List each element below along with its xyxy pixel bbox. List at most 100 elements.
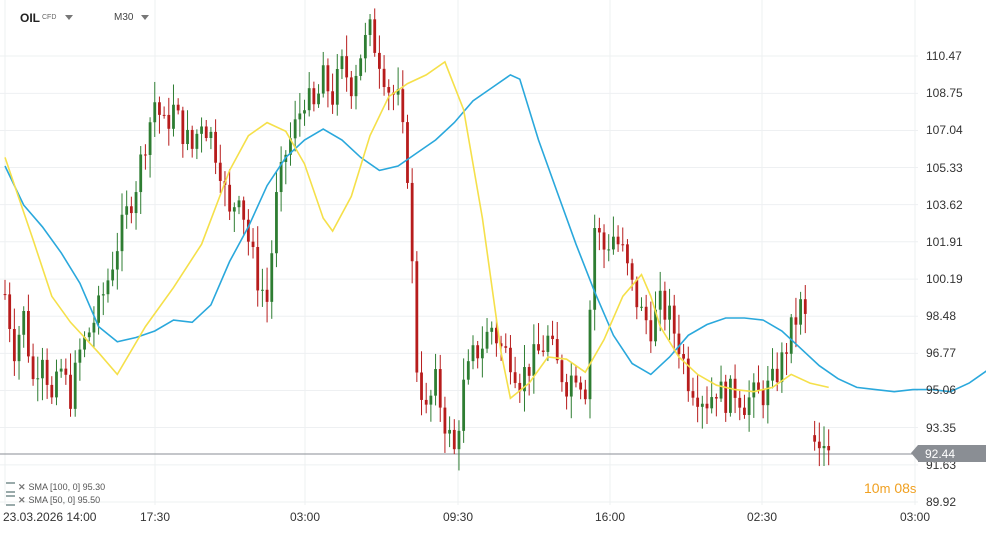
candle-body <box>345 56 349 78</box>
candle-body <box>705 403 709 409</box>
countdown-minutes: 10 <box>864 480 880 496</box>
candle-body <box>583 389 587 400</box>
sma-50-legend[interactable]: ✕ SMA [50, 0] 95.50 <box>6 495 100 507</box>
candle-body <box>607 249 611 251</box>
candle-body <box>307 88 311 111</box>
candlestick-series <box>3 8 831 471</box>
x-tick-label: 03:00 <box>899 510 931 524</box>
candle-body <box>200 126 203 134</box>
candle-body <box>471 345 475 362</box>
candle-body <box>817 441 821 449</box>
candle-body <box>710 397 714 409</box>
close-icon[interactable]: ✕ <box>18 482 26 492</box>
candle-body <box>195 133 199 149</box>
candle-body <box>359 58 363 76</box>
candle-body <box>228 184 232 212</box>
candle-body <box>3 294 7 296</box>
symbol-name[interactable]: OIL <box>20 11 40 25</box>
candle-body <box>298 113 302 120</box>
y-tick-label: 95.06 <box>926 383 957 398</box>
candle-body <box>17 334 21 362</box>
candle-body <box>181 110 185 145</box>
candle-body <box>532 344 536 376</box>
candle-body <box>12 328 16 362</box>
candle-body <box>443 407 447 434</box>
candle-body <box>129 206 133 214</box>
candle-body <box>373 19 377 53</box>
candle-body <box>45 359 49 385</box>
candle-body <box>148 122 152 155</box>
candle-body <box>476 345 480 359</box>
settings-lines-icon[interactable] <box>6 482 15 494</box>
candle-body <box>275 192 278 254</box>
y-tick-label: 96.77 <box>926 346 957 361</box>
candle-body <box>190 129 194 149</box>
candle-body <box>626 244 629 264</box>
candle-body <box>490 327 494 332</box>
x-tick-label: 03:00 <box>289 510 321 524</box>
candle-body <box>452 429 456 450</box>
candle-body <box>635 279 639 308</box>
candle-body <box>682 354 685 359</box>
candle-body <box>424 399 428 405</box>
candle-body <box>27 311 30 357</box>
candle-body <box>719 381 723 399</box>
candle-body <box>120 214 124 252</box>
candle-body <box>743 407 746 415</box>
current-price-label: 92.44 <box>925 447 956 461</box>
candle-body <box>537 344 540 351</box>
candle-body <box>822 446 826 449</box>
y-tick-label: 93.35 <box>926 420 957 435</box>
candle-body <box>326 65 330 92</box>
candle-body <box>663 290 667 320</box>
candle-body <box>513 372 517 383</box>
candle-body <box>700 403 704 407</box>
candle-body <box>64 368 68 375</box>
candle-body <box>551 335 554 340</box>
candle-body <box>438 369 442 408</box>
candle-body <box>167 114 171 129</box>
candle-body <box>256 247 260 291</box>
candle-body <box>593 228 597 310</box>
candle-body <box>242 200 246 220</box>
candle-body <box>574 375 578 383</box>
candle-body <box>560 360 564 383</box>
close-icon[interactable]: ✕ <box>18 495 26 505</box>
candle-body <box>340 56 344 70</box>
candle-body <box>73 362 77 409</box>
candle-body <box>78 349 82 363</box>
candle-body <box>406 122 409 183</box>
x-tick-label: 09:30 <box>442 510 474 524</box>
candle-body <box>495 327 498 344</box>
candle-body <box>630 263 634 280</box>
candle-body <box>176 104 180 111</box>
candle-body <box>396 89 400 95</box>
candle-body <box>279 162 283 193</box>
settings-lines-icon[interactable] <box>6 495 15 507</box>
candle-body <box>429 395 433 405</box>
candle-body <box>588 309 592 400</box>
candle-body <box>368 19 372 35</box>
chevron-down-icon[interactable] <box>65 15 73 20</box>
candle-body <box>724 381 728 413</box>
candle-body <box>813 435 817 442</box>
candle-body <box>527 367 531 376</box>
y-tick-label: 103.62 <box>926 197 963 212</box>
candle-body <box>434 369 437 396</box>
sma-100-legend[interactable]: ✕ SMA [100, 0] 95.30 <box>6 482 105 494</box>
candle-body <box>733 378 737 398</box>
chevron-down-icon[interactable] <box>141 15 149 20</box>
candle-body <box>382 68 386 88</box>
candle-body <box>827 446 831 451</box>
candle-body <box>162 114 166 116</box>
candle-body <box>799 299 802 325</box>
candle-body <box>59 368 63 372</box>
candle-body <box>462 379 466 431</box>
candle-body <box>420 372 423 400</box>
candle-body <box>209 131 213 139</box>
timeframe-selector[interactable]: M30 <box>114 12 134 23</box>
candle-body <box>448 429 451 434</box>
candle-body <box>354 75 358 97</box>
candle-body <box>97 295 100 323</box>
